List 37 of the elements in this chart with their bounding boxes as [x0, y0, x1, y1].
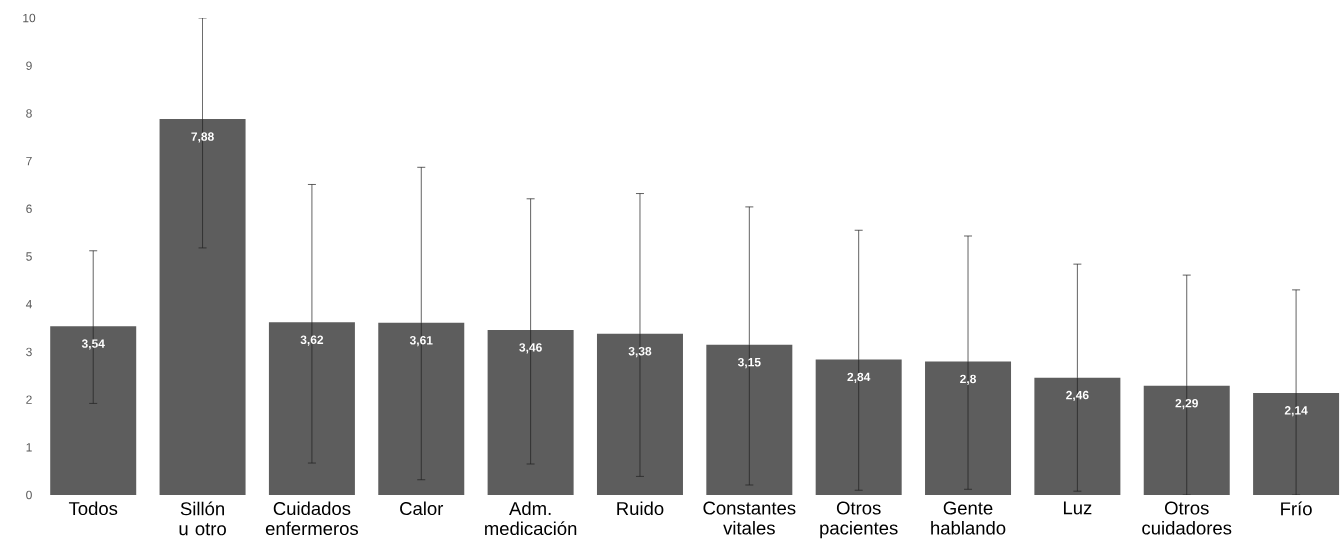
x-tick-label: Sillón u otro — [179, 501, 226, 536]
x-tick-label: Otros cuidadores — [1142, 501, 1232, 535]
x-tick-label: Cuidados enfermeros — [265, 501, 359, 536]
x-tick-label: Ruido — [617, 501, 664, 516]
y-tick-label: 6 — [26, 204, 32, 214]
y-tick-label: 9 — [26, 61, 32, 70]
y-tick-label: 8 — [26, 109, 32, 118]
bar — [50, 326, 137, 495]
data-label: 3,38 — [628, 346, 652, 358]
x-tick-label: Adm. medicación — [485, 501, 577, 536]
y-tick-label: 4 — [25, 300, 32, 309]
bar — [159, 119, 246, 495]
x-tick-label: Constantes vitales — [703, 501, 796, 535]
x-tick-label: Frío — [1281, 501, 1312, 516]
y-tick-label: 7 — [26, 156, 32, 166]
x-tick-label: Otros pacientes — [820, 501, 898, 539]
y-tick-label: 0 — [26, 490, 32, 500]
data-label: 3,46 — [519, 343, 542, 354]
data-label: 3,15 — [737, 357, 761, 369]
y-tick-label: 2 — [26, 395, 32, 404]
data-label: 2,29 — [1175, 398, 1198, 410]
data-label: 2,84 — [847, 372, 871, 383]
data-label: 2,46 — [1066, 390, 1089, 402]
data-label: 3,61 — [409, 336, 433, 347]
x-tick-label: Gente hablando — [931, 501, 1006, 535]
y-tick-label: 3 — [26, 347, 32, 357]
x-tick-label: Calor — [400, 501, 444, 516]
data-label: 3,62 — [300, 335, 324, 346]
data-label: 3,54 — [81, 339, 105, 350]
y-tick-label: 5 — [26, 252, 32, 261]
x-tick-label: Todos — [68, 501, 118, 516]
data-label: 2,14 — [1284, 406, 1308, 417]
data-label: 7,88 — [191, 132, 214, 143]
data-label: 2,8 — [960, 374, 977, 385]
x-tick-label: Luz — [1063, 501, 1092, 515]
y-tick-label: 1 — [26, 443, 32, 452]
y-tick-label: 10 — [23, 13, 36, 23]
